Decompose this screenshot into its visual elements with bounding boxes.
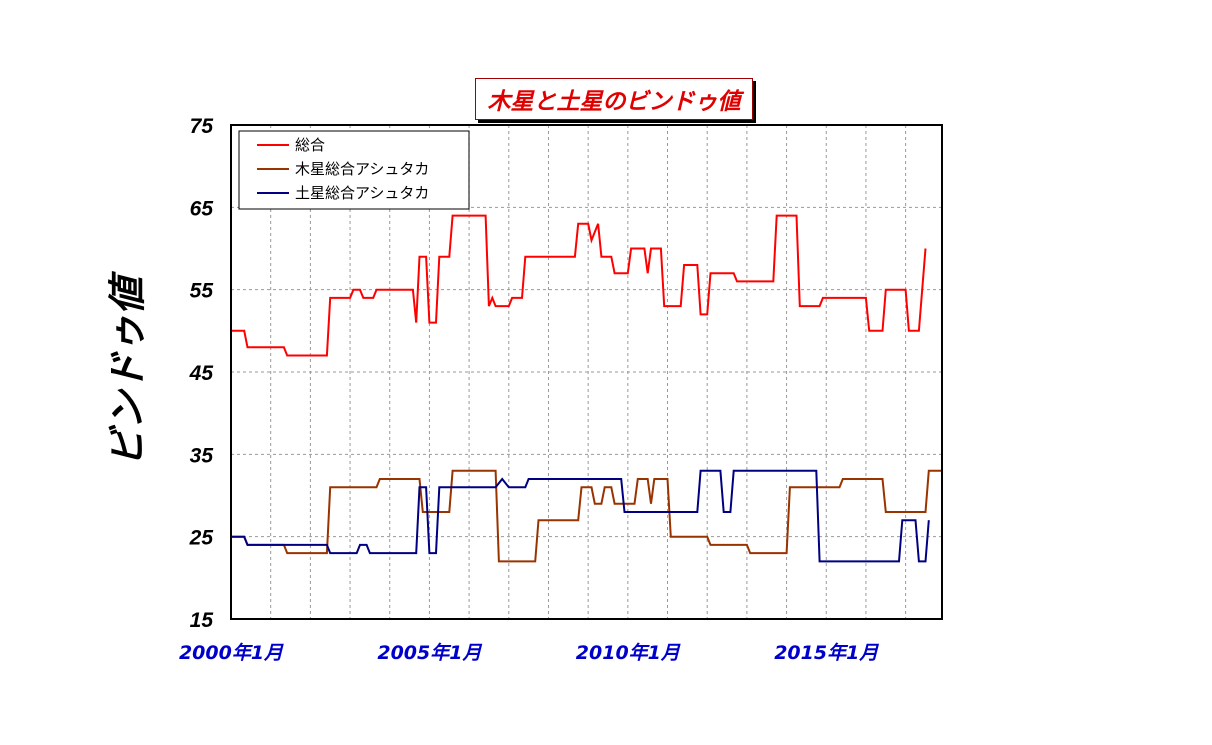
- y-tick-label: 25: [189, 527, 214, 550]
- legend-label: 木星総合アシュタカ: [295, 160, 429, 178]
- chart-title-box: 木星と土星のビンドゥ値: [475, 78, 753, 120]
- y-tick-label: 35: [190, 444, 214, 467]
- y-tick-label: 45: [189, 362, 214, 385]
- plot-frame: [230, 124, 943, 620]
- legend-label: 総合: [295, 136, 325, 154]
- x-tick-label: 2000年1月: [179, 642, 284, 664]
- legend-label: 土星総合アシュタカ: [295, 184, 429, 202]
- y-tick-label: 65: [190, 197, 214, 220]
- axis-ticks: 75 65 55 45 35 25 15 2000年1月 2005年1月 2010年1月 2015年…: [179, 115, 879, 664]
- chart-title: 木星と土星のビンドゥ値: [487, 89, 741, 115]
- x-tick-label: 2010年1月: [576, 642, 681, 664]
- series-line-1: [231, 214, 927, 357]
- series-line-3: [231, 469, 930, 563]
- grid-lines: [231, 124, 942, 620]
- y-tick-label: 15: [190, 609, 214, 632]
- series-lines: [231, 214, 942, 563]
- y-tick-label: 55: [190, 280, 214, 303]
- y-tick-label: 75: [190, 115, 214, 138]
- series-line-2: [231, 469, 942, 563]
- x-tick-label: 2005年1月: [377, 642, 482, 664]
- x-tick-label: 2015年1月: [774, 642, 879, 664]
